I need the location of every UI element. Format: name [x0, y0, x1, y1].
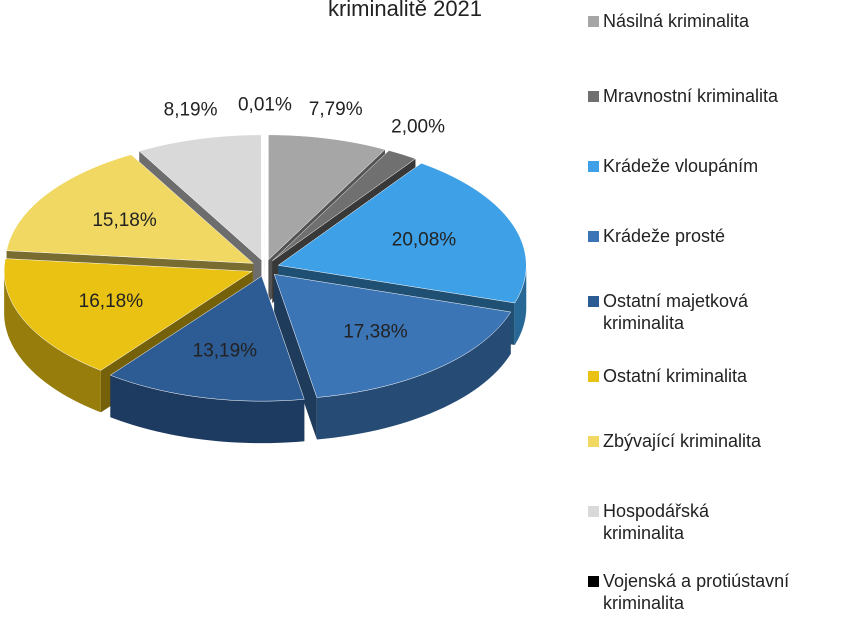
slice	[6, 154, 254, 264]
legend-label: Ostatní majetková kriminalita	[603, 291, 749, 333]
legend-swatch	[588, 436, 599, 447]
legend-swatch	[588, 296, 599, 307]
slice-wall	[274, 274, 317, 440]
legend-label: Vojenská a protiústavní kriminalita	[603, 571, 790, 613]
legend-label: Násilná kriminalita	[603, 11, 750, 31]
legend-item: Zbývající kriminalita	[588, 430, 838, 452]
legend-swatch	[588, 161, 599, 172]
data-label: 8,19%	[164, 100, 218, 121]
slice	[268, 134, 386, 261]
legend-item: Vojenská a protiústavní kriminalita	[588, 570, 838, 614]
legend-swatch	[588, 16, 599, 27]
legend-label: Hospodářská kriminalita	[603, 501, 710, 543]
legend-label: Ostatní kriminalita	[603, 366, 748, 386]
legend-swatch	[588, 576, 599, 587]
data-label: 15,18%	[92, 210, 157, 231]
chart: kriminalitě 2021 7,79% 2,00% 20,08% 17,38% 1…	[3, 0, 527, 444]
legend-item: Hospodářská kriminalita	[588, 500, 838, 544]
data-label: 7,79%	[309, 99, 363, 120]
legend-swatch	[588, 506, 599, 517]
legend-item: Násilná kriminalita	[588, 10, 838, 32]
slice	[3, 258, 253, 371]
slice-side	[4, 271, 101, 413]
data-label: 17,38%	[343, 322, 408, 343]
legend: Násilná kriminalita Mravnostní kriminalit…	[588, 0, 845, 617]
data-label: 0,01%	[238, 95, 292, 116]
legend-item: Krádeže vloupáním	[588, 155, 838, 177]
slice	[272, 150, 416, 262]
legend-item: Ostatní majetková kriminalita	[588, 290, 838, 334]
legend-item: Ostatní kriminalita	[588, 365, 838, 387]
slice-side	[514, 265, 527, 345]
data-label: 20,08%	[392, 230, 457, 251]
legend-swatch	[588, 91, 599, 102]
legend-label: Krádeže prosté	[603, 226, 726, 246]
legend-label: Mravnostní kriminalita	[603, 86, 779, 106]
slice-side	[110, 375, 305, 444]
slice-side	[316, 311, 511, 440]
legend-label: Krádeže vloupáním	[603, 156, 759, 176]
data-label: 13,19%	[193, 340, 258, 361]
slice	[273, 274, 512, 398]
legend-item: Mravnostní kriminalita	[588, 85, 838, 107]
data-label: 16,18%	[79, 291, 144, 312]
slice	[277, 162, 527, 304]
slice	[109, 275, 305, 402]
legend-swatch	[588, 371, 599, 382]
legend-label: Zbývající kriminalita	[603, 431, 762, 451]
legend-item: Krádeže prosté	[588, 225, 838, 247]
slice	[138, 134, 262, 261]
data-label: 2,00%	[391, 117, 445, 138]
legend-swatch	[588, 231, 599, 242]
chart-title: kriminalitě 2021	[328, 0, 482, 21]
